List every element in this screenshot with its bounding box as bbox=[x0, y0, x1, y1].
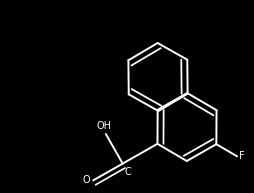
Text: O: O bbox=[82, 175, 90, 185]
Text: OH: OH bbox=[96, 121, 111, 131]
Text: F: F bbox=[238, 151, 244, 161]
Text: C: C bbox=[124, 167, 131, 177]
